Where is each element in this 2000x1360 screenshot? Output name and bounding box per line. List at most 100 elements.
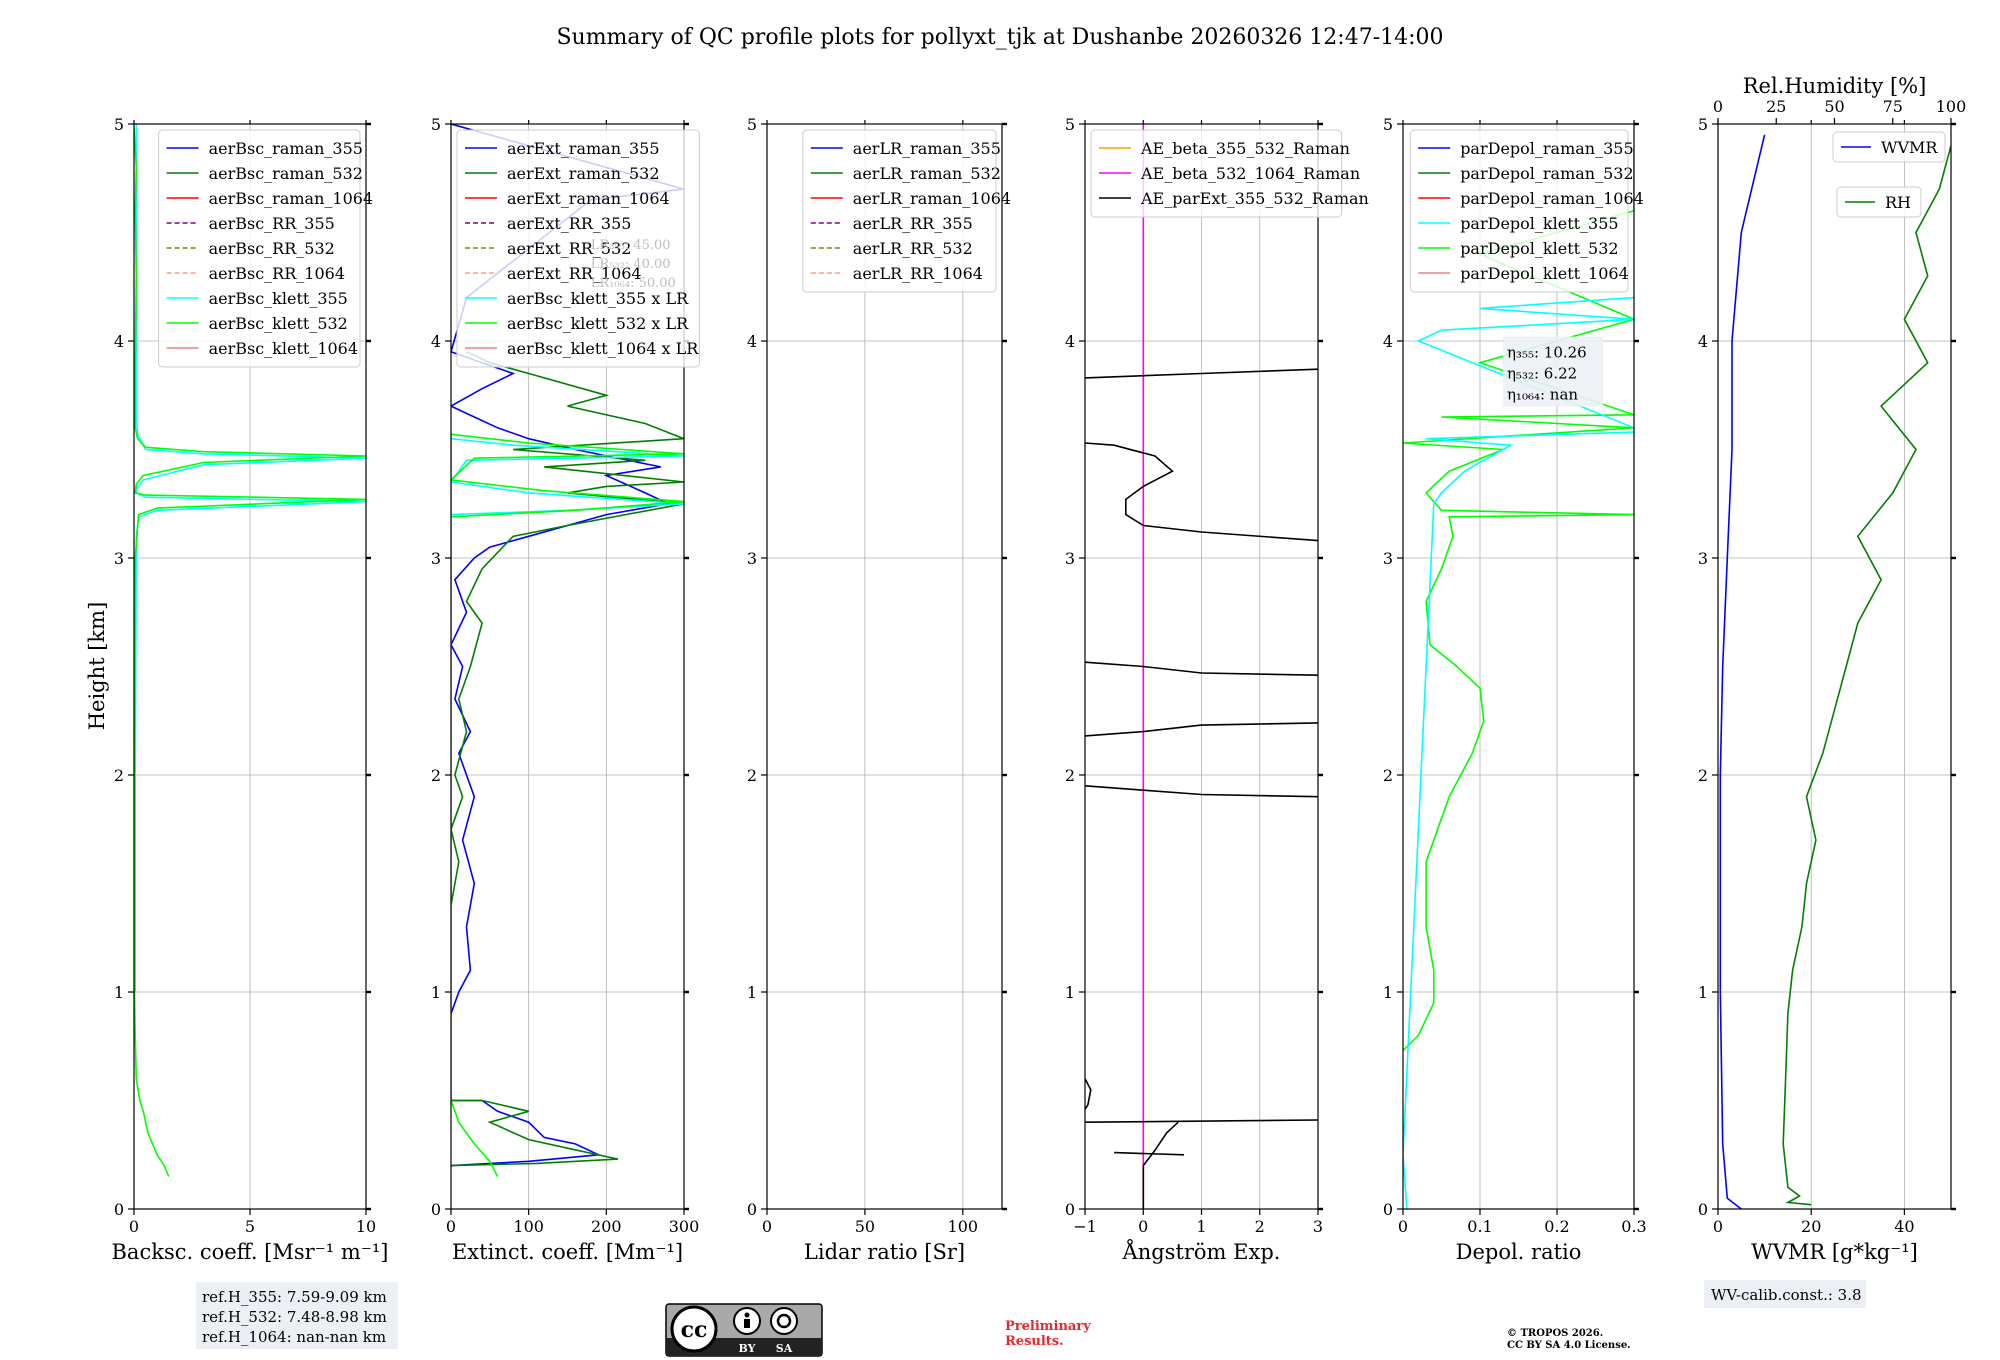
subplot-lr: 0 50 100 0 1 2 3 4 5 Lidar ratio [Sr] aerLR_raman_…	[747, 115, 1011, 1264]
cc-logo-icon	[670, 1305, 718, 1353]
wv-calib-label: WV-calib.const.: 3.8	[1711, 1286, 1862, 1304]
series-group	[134, 124, 366, 1177]
y-tick-label: 0	[431, 1200, 441, 1219]
top-tick-label: 100	[1936, 97, 1967, 116]
series-line-parDepol_klett_532	[1403, 145, 1634, 1052]
legend-label: aerBsc_klett_532	[209, 314, 348, 333]
legend: aerLR_raman_355 aerLR_raman_532 aerLR_rama…	[802, 129, 1011, 293]
axes-frame	[766, 123, 1003, 1210]
legend-label: parDepol_raman_1064	[1460, 189, 1644, 208]
top-tick-label: 0	[1713, 97, 1723, 116]
x-axis-label: Ångström Exp.	[1122, 1239, 1281, 1264]
legend: aerBsc_raman_355 aerBsc_raman_532 aerBsc_r…	[158, 129, 374, 368]
legend-label: aerExt_RR_355	[507, 214, 631, 233]
legend-label: aerExt_raman_1064	[507, 189, 670, 208]
copyright-label: © TROPOS 2026.	[1507, 1328, 1603, 1339]
subplot-ext: 0 100 200 300 0 1 2 3 4 5 Extinct. coeff. [Mm⁻¹] ae…	[431, 115, 700, 1264]
legend: AE_beta_355_532_Raman AE_beta_532_1064_Ra…	[1090, 129, 1369, 218]
x-tick-label: 1	[1196, 1217, 1206, 1236]
y-tick-label: 0	[747, 1200, 757, 1219]
ref-height-label: ref.H_532: 7.48-8.98 km	[202, 1308, 387, 1326]
legend: parDepol_raman_355 parDepol_raman_532 parD…	[1409, 129, 1644, 293]
top-tick-label: 50	[1824, 97, 1844, 116]
legend-box	[1836, 186, 1922, 218]
series-line-AE_parExt_355_532_Raman_h	[1085, 442, 1318, 542]
y-tick-label: 0	[1065, 1200, 1075, 1219]
x-axis-label: Lidar ratio [Sr]	[804, 1240, 965, 1264]
y-tick-label: 2	[747, 766, 757, 785]
series-line-aerBsc_klett_355 x LR	[451, 437, 684, 516]
y-axis-label: Height [km]	[85, 602, 109, 731]
series-line-aerExt_raman_355_low	[451, 1099, 602, 1167]
wv-calib-bg	[1704, 1280, 1866, 1308]
x-axis-label: Extinct. coeff. [Mm⁻¹]	[452, 1240, 683, 1264]
x-tick-label: 0	[1138, 1217, 1148, 1236]
axes-frame	[1717, 123, 1952, 1210]
y-tick-label: 4	[1698, 332, 1708, 351]
y-tick-label: 3	[114, 549, 124, 568]
eta-label: η₅₃₂: 6.22	[1507, 365, 1577, 383]
top-tick-label: 75	[1883, 97, 1903, 116]
x-tick-label: 0.1	[1467, 1217, 1492, 1236]
legend-label: aerBsc_RR_532	[209, 239, 335, 258]
legend-label: aerBsc_klett_1064	[209, 339, 358, 358]
lidar-ratio-annotation: LR₁₀₆₄: 50.00	[591, 276, 676, 291]
legend-label: aerExt_RR_1064	[507, 264, 642, 283]
legend-label: aerBsc_raman_1064	[209, 189, 374, 208]
legend-box	[802, 129, 997, 293]
legend-label: aerLR_RR_532	[853, 239, 973, 258]
legend-box	[456, 129, 700, 368]
legend-box	[1090, 129, 1343, 218]
legend-label: aerBsc_RR_1064	[209, 264, 345, 283]
series-line-AE_parExt_355_532_Raman_b	[1085, 1119, 1318, 1123]
cc-license-badge: cc BY SA	[665, 1303, 823, 1357]
x-tick-label: 3	[1313, 1217, 1323, 1236]
y-tick-label: 5	[114, 115, 124, 134]
legend-label: aerBsc_klett_355	[209, 289, 348, 308]
ref-height-label: ref.H_1064: nan-nan km	[202, 1328, 386, 1346]
x-tick-label: 0	[1713, 1217, 1723, 1236]
y-tick-label: 5	[1065, 115, 1075, 134]
y-tick-label: 3	[431, 549, 441, 568]
eta-label: η₁₀₆₄: nan	[1507, 386, 1578, 404]
eta-box: η₃₅₅: 10.26 η₅₃₂: 6.22 η₁₀₆₄: nan	[1503, 336, 1604, 407]
legend-label: aerLR_RR_355	[853, 214, 973, 233]
y-tick-label: 4	[747, 332, 757, 351]
y-tick-label: 4	[1065, 332, 1075, 351]
x-tick-label: 0.2	[1544, 1217, 1569, 1236]
axes-frame	[450, 123, 685, 1210]
top-tick-label: 25	[1766, 97, 1786, 116]
series-line-AE_parExt_355_532_Raman_i	[1085, 368, 1318, 379]
y-tick-label: 1	[1698, 983, 1708, 1002]
by-person-body	[744, 1319, 750, 1328]
series-line-AE_parExt_355_532_Raman_c	[1142, 1121, 1179, 1209]
y-tick-label: 2	[114, 766, 124, 785]
series-line-AE_parExt_355_532_Raman_a	[1085, 1078, 1092, 1110]
x-tick-label: −1	[1073, 1217, 1097, 1236]
x-tick-label: 2	[1255, 1217, 1265, 1236]
series-line-aerExt_raman_532_low	[451, 1099, 619, 1167]
top-axis-label: Rel.Humidity [%]	[1743, 74, 1927, 98]
x-tick-label: 0	[762, 1217, 772, 1236]
x-tick-label: 0	[1398, 1217, 1408, 1236]
y-tick-label: 4	[431, 332, 441, 351]
eta-label: η₃₅₅: 10.26	[1507, 344, 1587, 362]
x-tick-label: 5	[245, 1217, 255, 1236]
legend-label: aerExt_raman_355	[507, 139, 660, 158]
x-tick-label: 20	[1801, 1217, 1821, 1236]
y-tick-label: 4	[114, 332, 124, 351]
legend-label: aerBsc_raman_355	[209, 139, 363, 158]
y-tick-label: 3	[1065, 549, 1075, 568]
series-group	[1719, 134, 1951, 1209]
eta-box-bg	[1503, 336, 1604, 407]
legend-wvmr: WVMR	[1832, 131, 1946, 163]
y-tick-label: 1	[1065, 983, 1075, 1002]
cc-logo-text: cc	[681, 1317, 708, 1343]
axes-frame	[1402, 123, 1635, 1210]
legend-label: AE_beta_355_532_Raman	[1140, 139, 1350, 158]
y-tick-label: 2	[431, 766, 441, 785]
y-tick-label: 2	[1383, 766, 1393, 785]
legend-label: parDepol_klett_355	[1460, 214, 1618, 233]
y-tick-label: 5	[1383, 115, 1393, 134]
